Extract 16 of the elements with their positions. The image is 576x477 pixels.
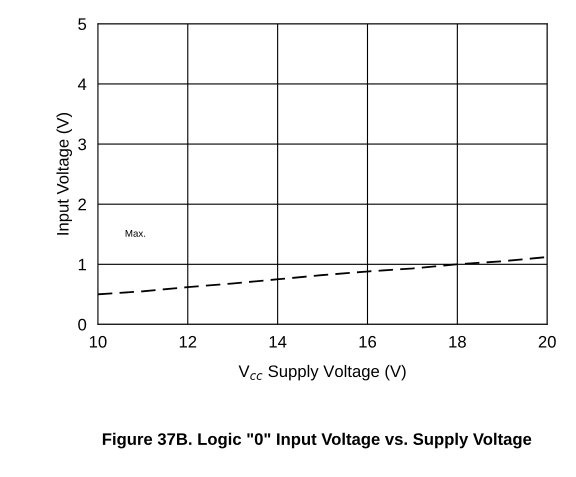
y-axis-title: Input Voltage (V) [56,113,72,235]
x-axis-title: V$_{cc}$ Supply Voltage (V) [238,364,406,380]
x-tick-label: 12 [180,336,196,348]
annotation: Max. [126,230,146,237]
y-tick-label: 5 [78,18,86,30]
y-tick-label: 2 [78,198,86,210]
y-tick-label: 0 [78,318,86,331]
y-tick-label: 4 [78,78,86,90]
y-tick-label: 3 [78,138,86,150]
x-tick-label: 16 [359,336,376,348]
text: Figure 37B. Logic "0" Input Voltage vs. Supply Voltage [102,432,532,448]
y-tick-label: 1 [78,258,86,270]
x-tick-label: 18 [449,336,466,348]
x-tick-label: 14 [270,336,286,348]
x-tick-label: 20 [538,336,556,348]
x-tick-label: 10 [90,336,107,348]
